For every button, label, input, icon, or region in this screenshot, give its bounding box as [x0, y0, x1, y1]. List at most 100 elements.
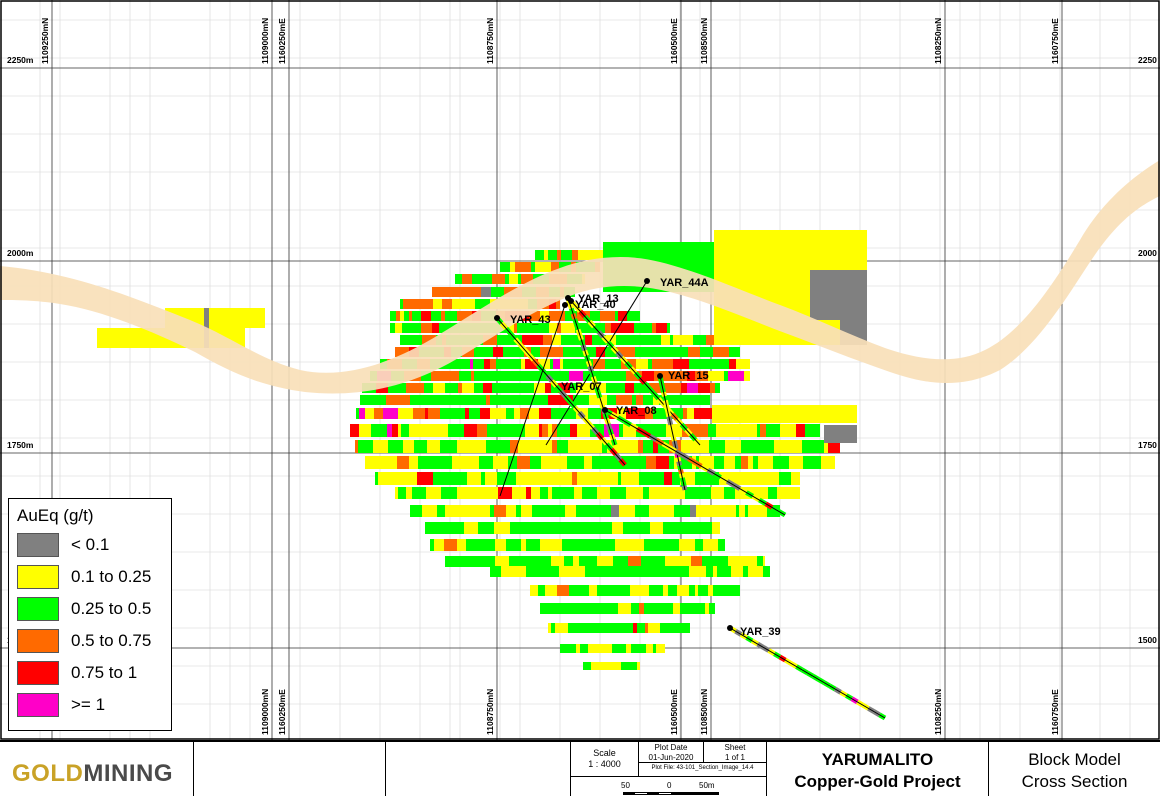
block-cell: [397, 456, 409, 469]
block-cell: [653, 472, 664, 485]
block-cell: [406, 487, 412, 499]
block-cell: [452, 556, 467, 567]
block-cell: [676, 347, 679, 357]
block-cell: [668, 487, 675, 499]
block-cell: [593, 359, 605, 369]
block-cell: [687, 371, 695, 381]
block-cell: [521, 371, 526, 381]
block-cell: [459, 371, 471, 381]
block-cell: [403, 440, 414, 453]
block-cell: [643, 487, 649, 499]
legend-label-025-05: 0.25 to 0.5: [71, 599, 152, 618]
block-cell: [639, 472, 653, 485]
block-cell: [700, 347, 713, 357]
block-cell: [510, 522, 522, 534]
block-cell: [448, 522, 464, 534]
grid-label-northing: 1160750mE: [1050, 689, 1060, 735]
block-cell: [632, 395, 636, 405]
block-cell: [568, 623, 574, 633]
block-cell: [518, 335, 522, 345]
block-cell: [687, 383, 698, 393]
block-cell: [494, 505, 506, 517]
block-cell: [674, 424, 682, 437]
block-cell: [771, 472, 779, 485]
block-cell: [492, 539, 495, 551]
legend-label-ge1: >= 1: [71, 695, 106, 714]
block-cell: [495, 556, 509, 567]
block-cell: [805, 424, 820, 437]
block-cell: [592, 456, 608, 469]
block-cell: [515, 371, 521, 381]
block-cell: [516, 472, 521, 485]
block-cell: [535, 262, 551, 272]
block-cell: [467, 472, 481, 485]
block-cell: [713, 585, 720, 596]
drillhole-label: YAR_43: [510, 314, 551, 326]
block-cell: [767, 456, 770, 469]
block-cell: [673, 359, 689, 369]
block-cell: [436, 395, 450, 405]
block-cell: [554, 566, 559, 577]
block-cell: [634, 323, 648, 333]
block-cell: [499, 371, 507, 381]
block-cell: [530, 395, 539, 405]
block-cell: [433, 299, 438, 309]
block-cell: [490, 371, 499, 381]
block-cell: [828, 440, 840, 453]
block-cell: [755, 472, 771, 485]
block-cell: [390, 311, 396, 321]
block-cell: [612, 644, 618, 653]
block-cell: [480, 556, 491, 567]
block-cell: [400, 311, 404, 321]
block-cell: [534, 456, 541, 469]
block-cell: [626, 323, 634, 333]
block-cell: [665, 539, 676, 551]
block-cell: [652, 347, 660, 357]
block-cell: [466, 456, 479, 469]
block-cell: [470, 359, 473, 369]
block-cell: [558, 383, 570, 393]
block-cell: [608, 456, 619, 469]
block-cell: [398, 487, 406, 499]
block-cell: [371, 424, 374, 437]
block-cell: [729, 585, 738, 596]
block-cell: [552, 522, 567, 534]
block-cell: [576, 644, 580, 653]
drillhole-collar: [562, 302, 568, 308]
block-cell: [565, 311, 577, 321]
block-cell: [710, 383, 715, 393]
block-cell: [551, 556, 564, 567]
block-cell: [634, 335, 640, 345]
grid-label-northing: 1160250mE: [277, 689, 287, 735]
block-cell: [512, 487, 526, 499]
block-cell: [479, 456, 493, 469]
block-cell: [560, 359, 563, 369]
block-cell: [724, 456, 735, 469]
block-cell: [426, 487, 434, 499]
grid-label-northing: 1108250mN: [933, 18, 943, 64]
block-cell: [625, 383, 634, 393]
block-patch-grey-right: [824, 425, 857, 443]
block-cell: [802, 440, 815, 453]
block-cell: [573, 395, 589, 405]
block-cell: [441, 311, 445, 321]
block-cell: [660, 347, 663, 357]
block-cell: [388, 440, 403, 453]
drillhole-trace: [604, 409, 786, 516]
block-cell: [471, 371, 474, 381]
block-cell: [597, 556, 613, 567]
block-cell: [615, 539, 626, 551]
section-map: YAR_44A YAR_13 YAR_40 YAR_43 YAR_07 YAR_15 YAR…: [0, 0, 1160, 740]
block-cell: [457, 539, 466, 551]
block-cell: [597, 585, 611, 596]
block-cell: [540, 487, 548, 499]
document-title-cell: Block Model Cross Section: [988, 742, 1160, 796]
block-cell: [588, 408, 601, 419]
block-cell: [653, 644, 656, 653]
block-cell: [497, 472, 513, 485]
block-cell: [672, 395, 678, 405]
block-cell: [555, 539, 562, 551]
block-cell: [739, 472, 755, 485]
